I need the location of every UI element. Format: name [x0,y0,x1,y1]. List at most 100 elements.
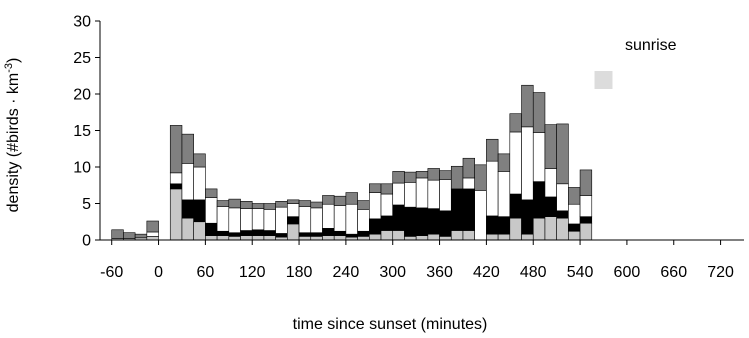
bar-segment [579,216,593,224]
bar-segment [474,164,487,191]
bar-segment [532,132,546,182]
x-tick-label: -60 [100,264,123,281]
bar-segment [263,203,276,210]
bar-segment [568,223,581,232]
bar-segment [439,170,452,180]
bar-segment [415,207,429,236]
bar-segment [521,84,534,128]
bar-segment [497,216,511,235]
bar-segment [439,236,452,241]
y-axis-label-close: ) [5,57,23,63]
bar-segment [497,153,511,172]
bar-segment [486,160,499,217]
bar-segment [310,236,323,241]
bar-segment [568,203,581,225]
bar-segment [556,210,569,219]
bar-segment [240,208,253,231]
bar-segment [169,172,183,185]
bar-segment [333,195,347,206]
bar-segment [509,217,522,241]
bar-segment [380,230,394,241]
bar-segment [497,233,511,241]
bar-segment [275,233,288,238]
bar-segment [369,183,382,193]
bar-segment [474,190,487,241]
bar-segment [427,208,440,235]
bar-segment [310,201,323,209]
bar-segment [556,183,569,212]
x-tick-label: 540 [567,264,594,281]
bar-segment [322,203,335,229]
bar-segment [193,199,206,223]
bar-segment [251,203,265,209]
bar-segment [392,204,405,231]
bar-segment [404,182,417,208]
bar-segment [486,233,499,241]
bar-segment [486,138,499,162]
bar-segment [263,230,276,236]
bar-segment [322,195,335,205]
bar-segment [205,222,218,236]
bar-segment [111,229,124,239]
y-tick-label: 5 [82,196,91,213]
bar-segment [181,133,194,164]
bar-segment [287,216,300,225]
bar-segment [532,181,546,219]
bar-segment [287,203,300,217]
bar-segment [275,201,288,208]
bar-segment [169,183,183,190]
bar-segment [450,230,464,241]
bar-segment [369,233,382,241]
bar-segment [427,233,440,241]
bar-segment [228,207,241,234]
bar-segment [509,193,522,219]
bar-segment [228,232,241,237]
bar-segment [322,228,335,236]
bar-segment [181,217,194,241]
x-tick-label: 60 [196,264,214,281]
bar-segment [486,215,499,235]
y-tick-label: 10 [73,160,91,177]
bar-segment [263,209,276,231]
bar-segment [205,197,218,224]
x-tick-label: 180 [286,264,313,281]
sunrise-marker [594,71,613,89]
bar-segment [450,188,464,231]
x-tick-label: 660 [660,264,687,281]
bar-segment [298,200,312,207]
bar-segment [181,199,194,219]
bar-segment [392,230,405,241]
bar-segment [579,169,593,196]
bar-segment [216,206,230,232]
bar-segment [169,125,183,174]
y-tick-label: 15 [73,123,91,140]
y-tick-label: 0 [82,233,91,250]
bar-layer [111,84,593,241]
x-tick-label: 300 [379,264,406,281]
bar-segment [287,199,300,204]
x-tick-label: 420 [473,264,500,281]
bar-segment [357,209,370,232]
bar-segment [146,236,159,241]
bar-segment [357,236,370,241]
bar-segment [345,233,358,238]
bar-segment [193,166,206,201]
bar-segment [462,157,475,179]
bar-segment [205,188,218,198]
y-axis-title: density (#birds · km-3) [3,30,23,240]
x-tick-label: 120 [239,264,266,281]
bar-segment [287,223,300,241]
bar-segment [404,171,417,183]
bar-segment [427,168,440,181]
bar-segment [357,200,370,210]
bar-segment [427,179,440,209]
bar-segment [240,230,253,236]
bar-segment [333,205,347,232]
bar-segment [345,192,358,205]
bar-segment [579,195,593,217]
bar-segment [579,222,593,241]
bar-segment [251,235,265,241]
bar-segment [556,217,569,241]
y-tick-label: 20 [73,87,91,104]
